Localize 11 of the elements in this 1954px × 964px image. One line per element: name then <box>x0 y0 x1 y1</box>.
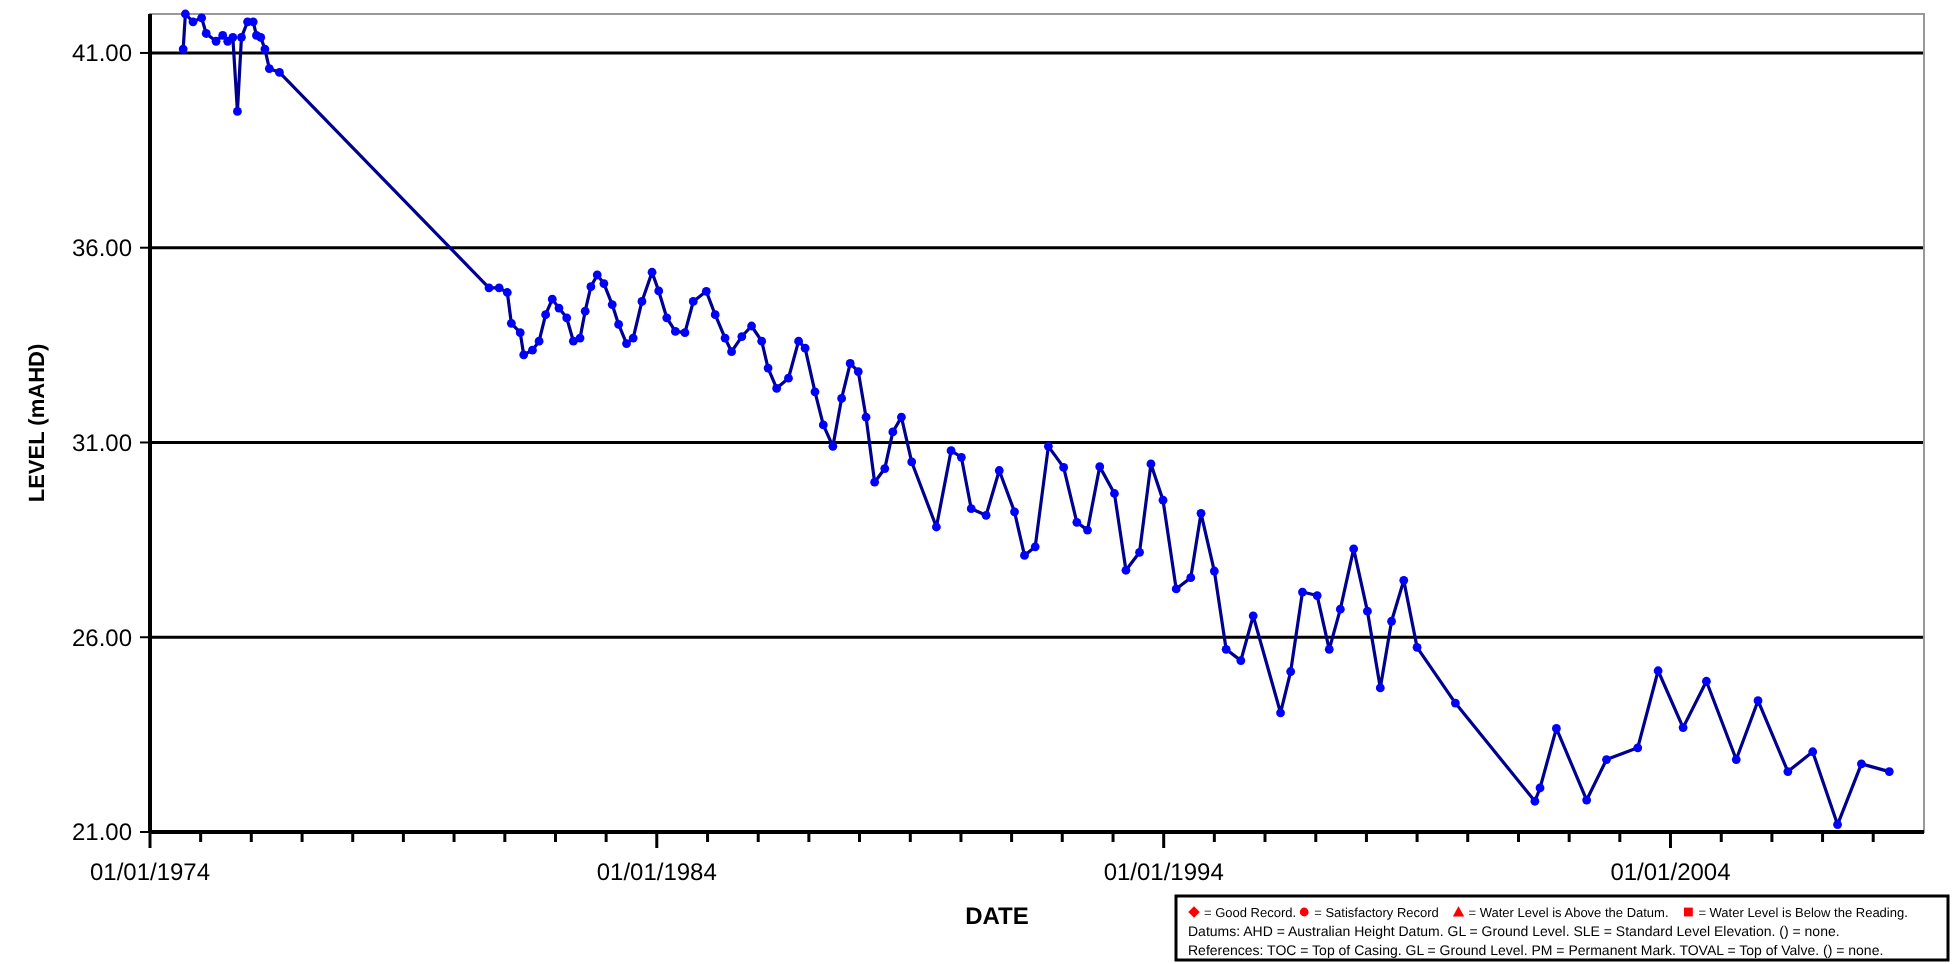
x-tick-label: 01/01/1974 <box>89 858 211 886</box>
y-tick-label: 21.00 <box>71 818 133 847</box>
y-tick-label: 26.00 <box>71 623 133 652</box>
y-tick-label: 36.00 <box>71 234 133 263</box>
x-tick-label: 01/01/2004 <box>1610 858 1732 886</box>
y-tick-label: 31.00 <box>71 428 133 457</box>
x-tick-label: 01/01/1984 <box>596 858 718 886</box>
y-tick-label: 41.00 <box>71 39 133 68</box>
y-axis-title: LEVEL (mAHD) <box>26 343 50 503</box>
x-tick-label: 01/01/1994 <box>1103 858 1225 886</box>
x-axis-title: DATE <box>965 902 1029 930</box>
